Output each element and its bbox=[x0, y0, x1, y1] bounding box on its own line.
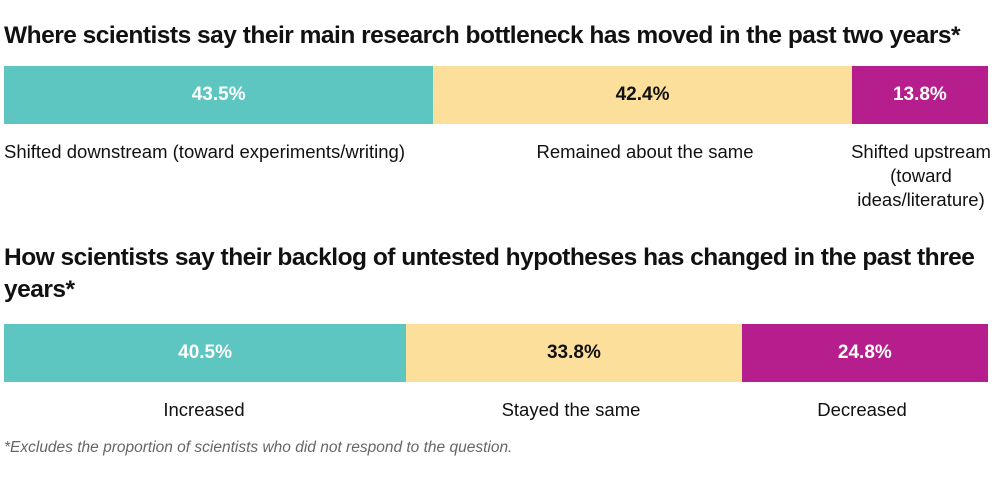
stacked-bar-hypotheses: 40.5% 33.8% 24.8% bbox=[4, 324, 988, 382]
category-label: Stayed the same bbox=[501, 399, 641, 420]
bar-segment: 43.5% bbox=[4, 66, 434, 124]
bar-segment: 42.4% bbox=[433, 66, 852, 124]
data-label: 33.8% bbox=[546, 342, 601, 363]
bar-segment: 40.5% bbox=[4, 324, 407, 382]
bar-segment: 13.8% bbox=[851, 66, 988, 124]
data-label: 13.8% bbox=[892, 84, 947, 105]
bar-segment: 33.8% bbox=[406, 324, 742, 382]
stacked-bar-bottleneck: 43.5% 42.4% 13.8% bbox=[4, 66, 988, 124]
chart-title-bottleneck: Where scientists say their main research… bbox=[4, 22, 961, 49]
category-label: Decreased bbox=[817, 399, 907, 420]
footnote: *Excludes the proportion of scientists w… bbox=[4, 439, 513, 456]
category-label: Shifted upstream (toward ideas/literatur… bbox=[851, 141, 991, 210]
category-label: Remained about the same bbox=[536, 141, 754, 162]
data-label: 43.5% bbox=[191, 84, 246, 105]
chart-title-hypotheses: How scientists say their backlog of unte… bbox=[4, 244, 975, 303]
data-label: 24.8% bbox=[837, 342, 892, 363]
bar-segment: 24.8% bbox=[741, 324, 988, 382]
category-label: Shifted downstream (toward experiments/w… bbox=[4, 141, 405, 162]
data-label: 42.4% bbox=[615, 84, 670, 105]
category-label: Increased bbox=[163, 399, 245, 420]
data-label: 40.5% bbox=[178, 342, 232, 363]
